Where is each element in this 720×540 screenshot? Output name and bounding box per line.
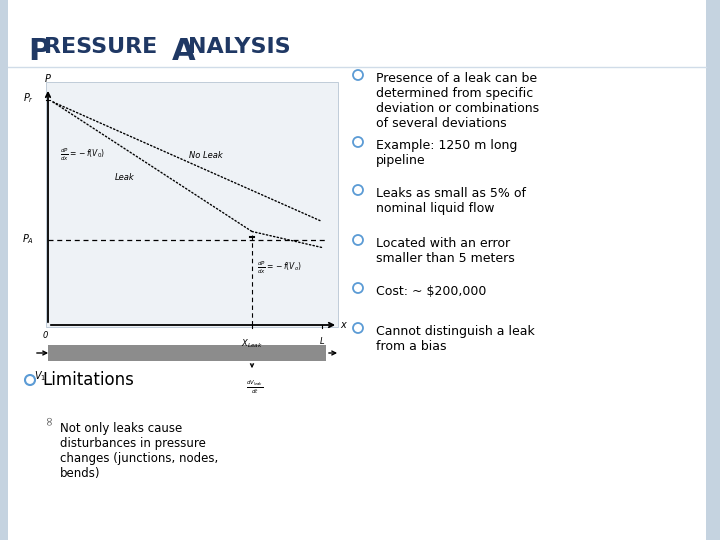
Bar — [46, 82, 338, 327]
Text: $\frac{dP}{dx}=-f(V_0)$: $\frac{dP}{dx}=-f(V_0)$ — [60, 147, 105, 163]
Text: P: P — [28, 37, 50, 66]
Text: No Leak: No Leak — [189, 151, 223, 160]
Text: x: x — [340, 320, 346, 330]
Bar — [48, 345, 326, 361]
Text: Limitations: Limitations — [42, 371, 134, 389]
Text: Not only leaks cause
disturbances in pressure
changes (junctions, nodes,
bends): Not only leaks cause disturbances in pre… — [60, 422, 218, 480]
Text: NALYSIS: NALYSIS — [188, 37, 291, 57]
Text: Leaks as small as 5% of
nominal liquid flow: Leaks as small as 5% of nominal liquid f… — [376, 187, 526, 215]
Text: ∞: ∞ — [42, 415, 55, 425]
Text: Example: 1250 m long
pipeline: Example: 1250 m long pipeline — [376, 139, 518, 167]
Text: Presence of a leak can be
determined from specific
deviation or combinations
of : Presence of a leak can be determined fro… — [376, 72, 539, 130]
Text: $P_A$: $P_A$ — [22, 233, 34, 246]
Text: L: L — [320, 337, 324, 346]
Text: $P_r$: $P_r$ — [23, 91, 34, 105]
Text: RESSURE: RESSURE — [44, 37, 165, 57]
Text: 0: 0 — [42, 330, 48, 340]
Text: $X_{Leak}$: $X_{Leak}$ — [241, 337, 263, 349]
Text: Located with an error
smaller than 5 meters: Located with an error smaller than 5 met… — [376, 237, 515, 265]
Text: $V_1$: $V_1$ — [34, 369, 46, 383]
Text: $\frac{dV_{leak}}{dt}$: $\frac{dV_{leak}}{dt}$ — [246, 379, 264, 396]
Text: A: A — [172, 37, 196, 66]
Text: Cost: ~ $200,000: Cost: ~ $200,000 — [376, 285, 487, 298]
Text: P: P — [45, 74, 51, 84]
Bar — [0, 0, 8, 540]
Bar — [706, 0, 720, 540]
Text: $\frac{dP}{dx}=-f(V_o)$: $\frac{dP}{dx}=-f(V_o)$ — [257, 259, 302, 275]
Text: Leak: Leak — [114, 173, 134, 182]
Text: Cannot distinguish a leak
from a bias: Cannot distinguish a leak from a bias — [376, 325, 535, 353]
